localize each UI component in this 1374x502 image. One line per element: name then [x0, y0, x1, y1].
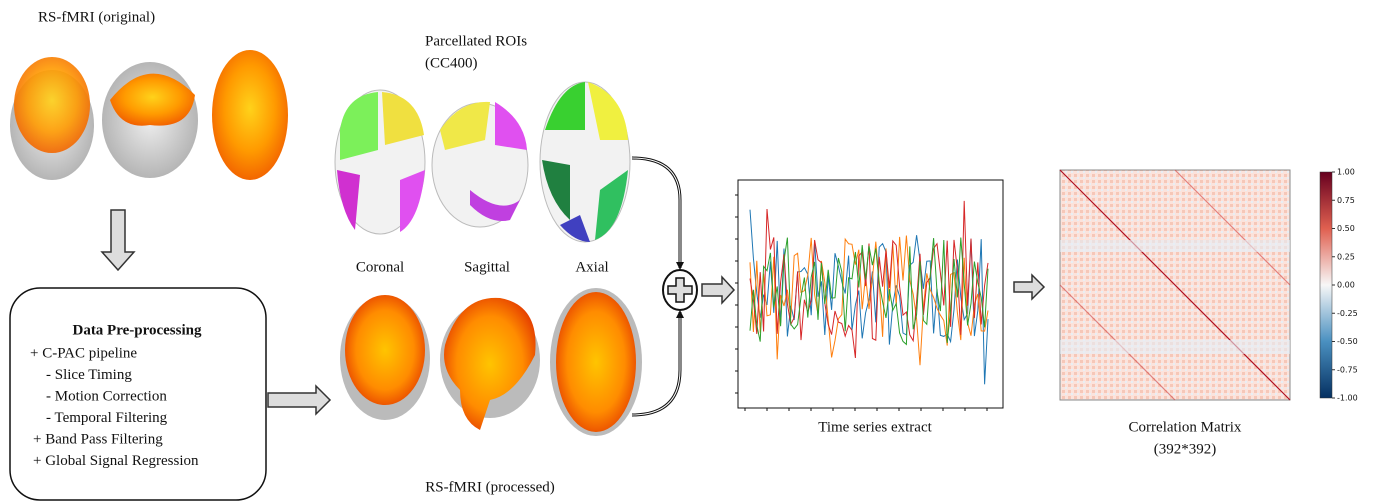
- colorbar: [1320, 172, 1332, 398]
- colorbar-tick-label: -1.00: [1337, 394, 1358, 403]
- right-arrow: [1014, 275, 1044, 299]
- original-brains: [10, 50, 288, 180]
- matrix-caption: Correlation Matrix: [1129, 419, 1242, 435]
- processed-brains: [340, 288, 642, 436]
- preprocessing-step: - Slice Timing: [46, 367, 132, 383]
- processed-title: RS-fMRI (processed): [425, 479, 555, 495]
- time-series-caption: Time series extract: [818, 419, 932, 435]
- colorbar-tick-label: 0.75: [1337, 196, 1355, 205]
- preprocessing-title: Data Pre-processing: [72, 322, 202, 338]
- diagram: RS-fMRI (original) Data Pre-processing +…: [0, 0, 1374, 502]
- right-arrow: [702, 277, 734, 303]
- view-label: Axial: [575, 259, 608, 275]
- combine-symbol: [663, 270, 697, 310]
- preprocessing-step: - Motion Correction: [46, 388, 167, 404]
- colorbar-tick-label: -0.25: [1337, 309, 1358, 318]
- colorbar-tick-label: 0.25: [1337, 252, 1355, 261]
- preprocessing-step: + C-PAC pipeline: [30, 345, 137, 361]
- right-arrow: [268, 386, 330, 414]
- parcellation-title: Parcellated ROIs: [425, 33, 527, 49]
- matrix-size: (392*392): [1154, 441, 1217, 457]
- colorbar-tick-label: 0.50: [1337, 224, 1355, 233]
- parcellated-brains: [335, 82, 630, 242]
- preprocessing-step: + Band Pass Filtering: [33, 431, 163, 447]
- colorbar-tick-label: 1.00: [1337, 168, 1355, 177]
- parcellation-subtitle: (CC400): [425, 55, 478, 71]
- colorbar-tick-label: -0.75: [1337, 365, 1358, 374]
- down-arrow: [102, 210, 134, 270]
- preprocessing-step: - Temporal Filtering: [46, 410, 168, 426]
- original-title: RS-fMRI (original): [38, 9, 155, 25]
- colorbar-tick-label: -0.50: [1337, 337, 1358, 346]
- colorbar-tick-label: 0.00: [1337, 281, 1355, 290]
- view-label: Coronal: [356, 259, 404, 275]
- view-label: Sagittal: [464, 259, 510, 275]
- preprocessing-step: + Global Signal Regression: [33, 453, 199, 469]
